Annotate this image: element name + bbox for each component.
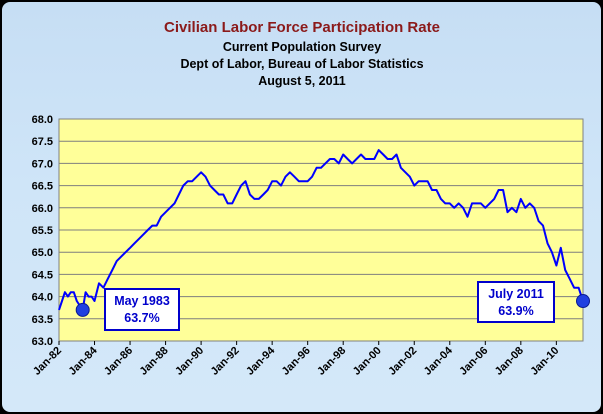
x-tick-label: Jan-90	[173, 345, 206, 378]
y-tick-label: 64.0	[32, 292, 53, 304]
annotation-value: 63.7%	[124, 311, 159, 325]
data-point-marker	[75, 302, 90, 317]
x-tick-label: Jan-06	[457, 345, 490, 378]
x-tick-label: Jan-10	[528, 345, 561, 378]
chart-subtitle-date: August 5, 2011	[258, 74, 346, 88]
x-tick-label: Jan-02	[386, 345, 419, 378]
y-tick-label: 64.5	[32, 269, 53, 281]
x-tick-label: Jan-84	[67, 344, 101, 378]
y-tick-label: 65.5	[32, 225, 53, 237]
y-tick-label: 63.5	[32, 314, 53, 326]
y-tick-label: 63.0	[32, 336, 53, 348]
annotation-label: May 1983	[114, 294, 170, 308]
annotation-box	[104, 288, 180, 331]
y-tick-label: 68.0	[32, 114, 53, 126]
x-tick-label: Jan-92	[209, 345, 242, 378]
x-tick-label: Jan-96	[280, 345, 313, 378]
chart-subtitle-source: Dept of Labor, Bureau of Labor Statistic…	[180, 57, 423, 71]
y-tick-label: 67.0	[32, 158, 53, 170]
series-line	[58, 149, 584, 311]
annotation-box	[477, 281, 555, 323]
x-tick-label: Jan-88	[138, 345, 171, 378]
annotation-value: 63.9%	[498, 304, 533, 318]
x-tick-label: Jan-94	[244, 344, 278, 378]
x-tick-label: Jan-08	[493, 345, 526, 378]
x-tick-label: Jan-82	[31, 345, 64, 378]
x-tick-label: Jan-86	[102, 345, 135, 378]
y-tick-label: 67.5	[32, 136, 53, 148]
annotation-label: July 2011	[488, 287, 544, 301]
chart-title: Civilian Labor Force Participation Rate	[164, 19, 440, 36]
chart-subtitle-survey: Current Population Survey	[223, 40, 381, 54]
annotation-may-1983: May 1983 63.7%	[104, 288, 180, 331]
y-tick-label: 65.0	[32, 247, 53, 259]
x-tick-label: Jan-04	[422, 344, 456, 378]
y-tick-label: 66.5	[32, 181, 53, 193]
x-tick-label: Jan-00	[351, 345, 384, 378]
y-axis-tick-labels: 63.0 63.5 64.0 64.5 65.0 65.5 66.0 66.5 67.0 67.5…	[32, 114, 53, 348]
y-tick-label: 66.0	[32, 203, 53, 215]
x-axis-tick-labels: Jan-82 Jan-84 Jan-86 Jan-88 Jan-90 Jan-92 Jan-…	[31, 341, 561, 378]
markers-group	[75, 294, 590, 317]
series-group	[58, 149, 584, 311]
annotation-july-2011: July 2011 63.9%	[477, 281, 555, 323]
data-point-marker	[576, 294, 590, 309]
x-tick-label: Jan-98	[315, 345, 348, 378]
